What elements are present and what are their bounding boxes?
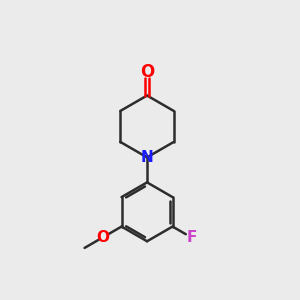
Text: N: N: [141, 150, 153, 165]
Text: O: O: [140, 63, 154, 81]
Text: F: F: [186, 230, 197, 245]
Text: O: O: [96, 230, 109, 245]
